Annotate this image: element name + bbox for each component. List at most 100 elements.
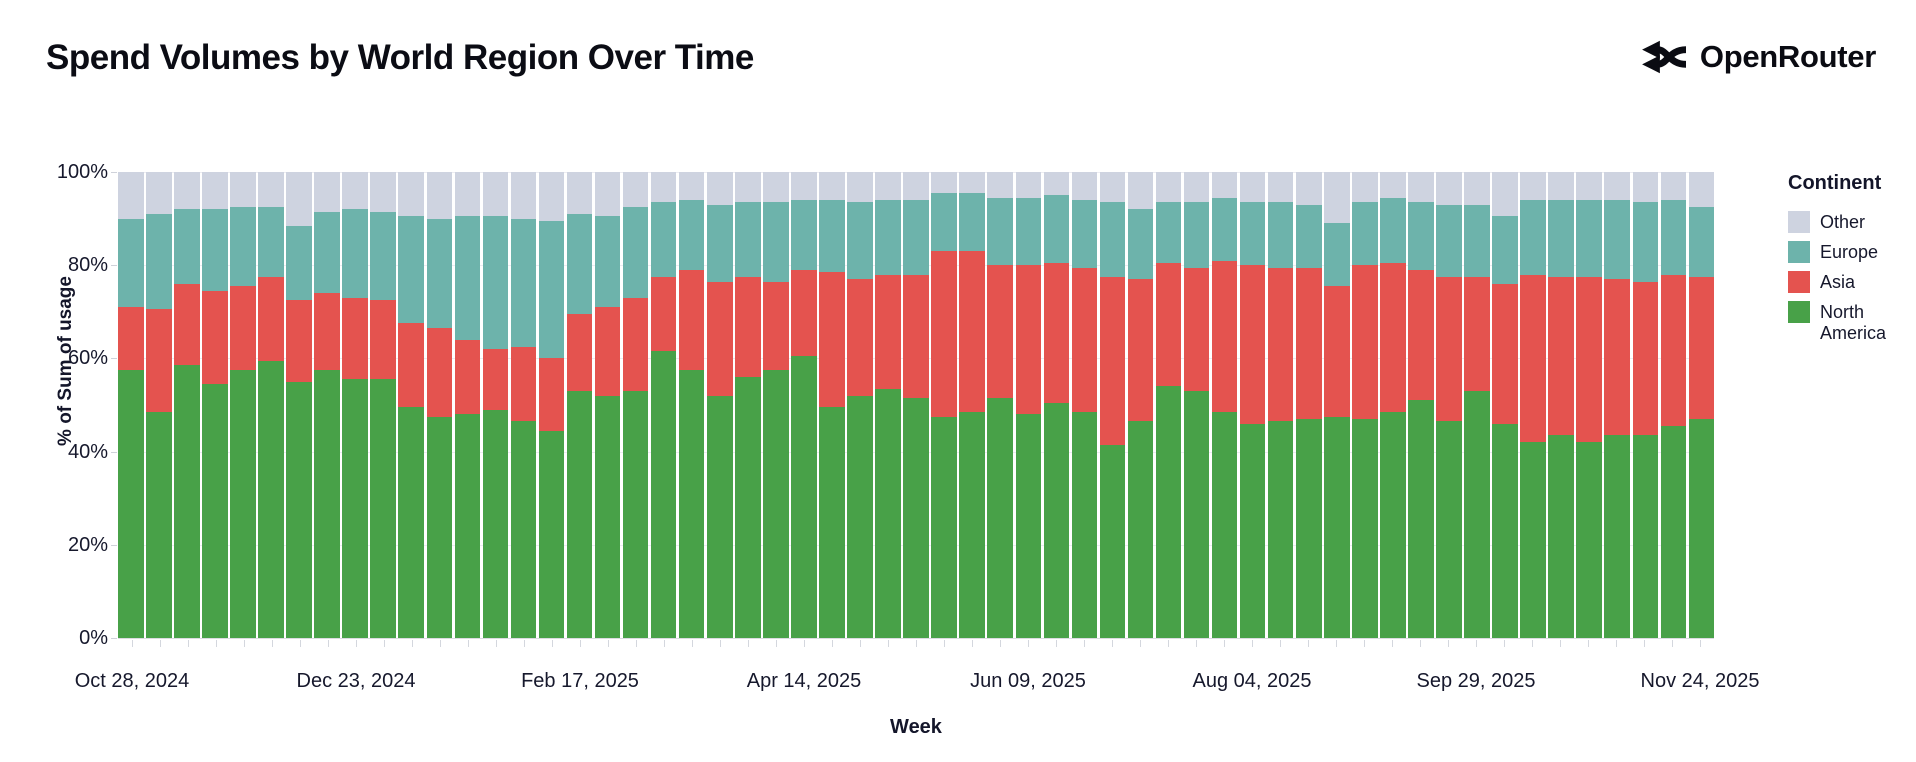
segment-north-america[interactable] <box>1520 442 1546 638</box>
segment-north-america[interactable] <box>1099 444 1126 638</box>
segment-asia[interactable] <box>594 307 621 396</box>
segment-europe[interactable] <box>1436 204 1462 277</box>
segment-asia[interactable] <box>510 346 537 422</box>
segment-other[interactable] <box>146 172 172 214</box>
segment-europe[interactable] <box>342 209 368 298</box>
bar-week-jan-27-2025[interactable] <box>482 172 509 638</box>
segment-asia[interactable] <box>987 265 1013 399</box>
segment-europe[interactable] <box>398 216 425 324</box>
segment-other[interactable] <box>1604 172 1631 200</box>
segment-north-america[interactable] <box>1295 418 1322 638</box>
segment-north-america[interactable] <box>1380 412 1406 638</box>
segment-north-america[interactable] <box>454 414 481 638</box>
segment-other[interactable] <box>1408 172 1434 203</box>
bar-week-dec-09-2024[interactable] <box>286 172 312 638</box>
segment-europe[interactable] <box>370 211 396 301</box>
bar-week-oct-27-2025[interactable] <box>1576 172 1602 638</box>
bar-week-sep-01-2025[interactable] <box>1352 172 1378 638</box>
segment-north-america[interactable] <box>146 412 172 638</box>
bar-week-jan-06-2025[interactable] <box>398 172 425 638</box>
segment-europe[interactable] <box>118 218 144 308</box>
segment-north-america[interactable] <box>258 360 284 638</box>
segment-asia[interactable] <box>1183 267 1210 392</box>
segment-asia[interactable] <box>1015 265 1042 415</box>
segment-other[interactable] <box>370 172 396 212</box>
bar-week-oct-20-2025[interactable] <box>1548 172 1574 638</box>
bar-week-oct-06-2025[interactable] <box>1492 172 1518 638</box>
segment-europe[interactable] <box>622 206 649 298</box>
segment-asia[interactable] <box>454 339 481 415</box>
segment-other[interactable] <box>735 172 761 203</box>
segment-other[interactable] <box>1183 172 1210 203</box>
segment-europe[interactable] <box>1015 197 1042 266</box>
segment-europe[interactable] <box>763 202 789 282</box>
segment-other[interactable] <box>1464 172 1490 205</box>
segment-europe[interactable] <box>1239 202 1266 266</box>
segment-other[interactable] <box>1436 172 1462 205</box>
segment-europe[interactable] <box>1127 209 1154 280</box>
segment-asia[interactable] <box>1688 276 1715 419</box>
bar-week-jun-09-2025[interactable] <box>1015 172 1042 638</box>
segment-other[interactable] <box>1099 172 1126 203</box>
bar-week-apr-28-2025[interactable] <box>847 172 873 638</box>
segment-europe[interactable] <box>510 218 537 347</box>
segment-asia[interactable] <box>1464 276 1490 392</box>
segment-asia[interactable] <box>903 274 929 399</box>
legend-item-asia[interactable]: Asia <box>1788 271 1908 293</box>
segment-north-america[interactable] <box>1183 391 1210 638</box>
segment-asia[interactable] <box>314 293 340 371</box>
segment-other[interactable] <box>1492 172 1518 217</box>
segment-asia[interactable] <box>1127 279 1154 422</box>
segment-other[interactable] <box>510 172 537 219</box>
segment-other[interactable] <box>1576 172 1602 200</box>
bar-week-nov-10-2025[interactable] <box>1632 172 1659 638</box>
segment-europe[interactable] <box>1043 195 1070 263</box>
segment-north-america[interactable] <box>482 409 509 638</box>
segment-asia[interactable] <box>202 290 228 385</box>
segment-north-america[interactable] <box>174 365 200 638</box>
segment-asia[interactable] <box>650 276 677 352</box>
bar-week-feb-24-2025[interactable] <box>594 172 621 638</box>
segment-other[interactable] <box>1267 172 1294 203</box>
segment-north-america[interactable] <box>1576 442 1602 638</box>
segment-europe[interactable] <box>146 213 172 310</box>
bar-week-sep-15-2025[interactable] <box>1408 172 1434 638</box>
segment-europe[interactable] <box>482 216 509 350</box>
segment-europe[interactable] <box>1099 202 1126 277</box>
segment-north-america[interactable] <box>286 381 312 638</box>
segment-north-america[interactable] <box>706 395 733 638</box>
segment-asia[interactable] <box>1071 267 1098 412</box>
segment-other[interactable] <box>426 172 453 219</box>
segment-asia[interactable] <box>931 251 957 417</box>
segment-asia[interactable] <box>1239 265 1266 424</box>
segment-north-america[interactable] <box>1071 412 1098 638</box>
bar-week-dec-02-2024[interactable] <box>258 172 284 638</box>
segment-other[interactable] <box>1127 172 1154 210</box>
segment-asia[interactable] <box>538 358 565 431</box>
segment-other[interactable] <box>791 172 817 200</box>
segment-asia[interactable] <box>1295 267 1322 419</box>
bar-week-apr-14-2025[interactable] <box>791 172 817 638</box>
segment-europe[interactable] <box>1688 206 1715 277</box>
segment-north-america[interactable] <box>847 395 873 638</box>
segment-asia[interactable] <box>706 281 733 396</box>
segment-north-america[interactable] <box>678 370 705 638</box>
segment-other[interactable] <box>1239 172 1266 203</box>
segment-europe[interactable] <box>538 220 565 359</box>
bar-week-dec-23-2024[interactable] <box>342 172 368 638</box>
segment-europe[interactable] <box>706 204 733 282</box>
segment-other[interactable] <box>314 172 340 212</box>
segment-asia[interactable] <box>847 279 873 396</box>
segment-europe[interactable] <box>1660 200 1687 275</box>
bar-week-jan-20-2025[interactable] <box>454 172 481 638</box>
segment-europe[interactable] <box>791 199 817 270</box>
segment-other[interactable] <box>342 172 368 210</box>
segment-other[interactable] <box>230 172 256 207</box>
segment-north-america[interactable] <box>1239 423 1266 638</box>
segment-north-america[interactable] <box>342 379 368 638</box>
segment-north-america[interactable] <box>510 421 537 638</box>
segment-other[interactable] <box>202 172 228 210</box>
bar-week-nov-04-2024[interactable] <box>146 172 172 638</box>
segment-europe[interactable] <box>1492 216 1518 284</box>
bar-week-sep-08-2025[interactable] <box>1380 172 1406 638</box>
